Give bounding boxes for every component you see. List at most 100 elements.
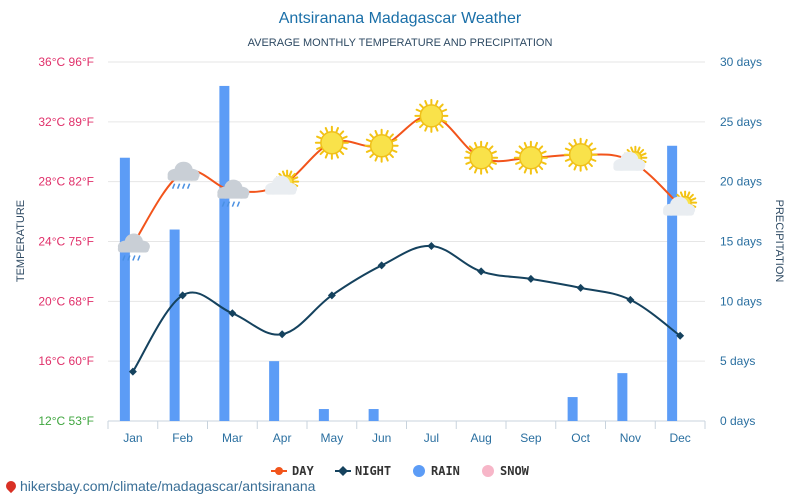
legend-day-label: DAY xyxy=(292,464,314,478)
sun-ray xyxy=(319,150,325,156)
rain-drop xyxy=(236,201,241,207)
rain-bar[interactable] xyxy=(368,409,379,421)
sun-ray xyxy=(573,164,578,171)
x-axis-tick-label: Nov xyxy=(620,431,641,445)
night-point[interactable] xyxy=(377,261,386,270)
sun-disc xyxy=(519,145,543,170)
sun-ray xyxy=(468,165,474,171)
legend-item-snow[interactable]: SNOW xyxy=(482,464,530,478)
sun-icon xyxy=(314,125,349,160)
cloud-base xyxy=(117,245,149,253)
rain-bar[interactable] xyxy=(119,157,130,421)
sun-ray xyxy=(339,130,345,136)
sun-ray xyxy=(335,152,339,159)
location-pin-icon xyxy=(3,478,19,494)
sun-ray xyxy=(573,138,578,145)
sun-ray xyxy=(689,193,694,199)
left-axis-title: TEMPERATURE xyxy=(15,200,27,282)
right-axis-tick-label: 10 days xyxy=(720,294,762,308)
chart-title: Antsiranana Madagascar Weather xyxy=(279,10,522,27)
sun-disc xyxy=(320,131,344,155)
sun-icon xyxy=(414,98,449,133)
sun-ray xyxy=(564,147,571,152)
night-point[interactable] xyxy=(477,267,486,276)
sun-ray xyxy=(474,141,478,148)
sun-ray xyxy=(292,176,299,180)
sun-rays xyxy=(314,125,349,160)
rain-bar[interactable] xyxy=(269,361,280,421)
sun-ray xyxy=(341,135,348,140)
sun-ray xyxy=(374,129,379,136)
sun-ray xyxy=(288,170,293,177)
legend-item-night[interactable]: NIGHT xyxy=(335,464,391,478)
night-point[interactable] xyxy=(178,291,187,300)
night-point[interactable] xyxy=(228,309,237,318)
rain-drop xyxy=(127,255,131,261)
sun-rays xyxy=(513,140,548,175)
sun-ray xyxy=(389,133,394,139)
sun-ray xyxy=(316,146,322,150)
sun-rays xyxy=(414,98,449,133)
sun-ray xyxy=(679,191,684,198)
x-axis-tick-label: Feb xyxy=(172,431,193,445)
x-axis-tick-label: Jul xyxy=(424,431,439,445)
night-point[interactable] xyxy=(676,331,685,340)
rain-drop xyxy=(132,255,136,261)
sun-ray xyxy=(319,130,325,136)
right-axis-ticks: 0 days 5 days 10 days 15 days 20 days 25 days… xyxy=(720,55,762,428)
x-axis-tick-label: Jun xyxy=(372,431,391,445)
x-axis-tick-label: Dec xyxy=(669,431,690,445)
sun-ray xyxy=(324,126,329,133)
sun-cloud-icon xyxy=(663,190,698,216)
sun-ray xyxy=(389,153,394,159)
rain-bar[interactable] xyxy=(219,85,230,421)
sun-ray xyxy=(630,146,634,153)
rain-bar[interactable] xyxy=(567,397,578,421)
night-point[interactable] xyxy=(278,330,287,339)
sun-ray xyxy=(538,165,544,171)
source-link-text: hikersbay.com/climate/madagascar/antsira… xyxy=(20,478,316,494)
rain-bar[interactable] xyxy=(318,409,329,421)
night-point[interactable] xyxy=(576,283,585,292)
night-point[interactable] xyxy=(427,241,436,250)
right-axis-tick-label: 30 days xyxy=(720,55,762,69)
sun-ray xyxy=(686,191,691,198)
sun-icon xyxy=(563,137,598,172)
night-point[interactable] xyxy=(327,291,336,300)
sun-ray xyxy=(465,161,472,165)
x-axis-ticks: Jan Feb Mar Apr May Jun Jul Aug Sep Oct Nov Dec xyxy=(123,431,691,445)
sun-ray xyxy=(385,155,389,162)
rain-bar[interactable] xyxy=(617,373,628,421)
night-point[interactable] xyxy=(626,295,635,304)
sun-ray xyxy=(538,145,544,151)
sun-disc xyxy=(369,134,394,158)
left-axis-tick-label: 32°C 89°F xyxy=(38,115,94,129)
sun-ray xyxy=(369,133,375,139)
sun-disc xyxy=(469,145,493,170)
sun-ray xyxy=(523,141,528,148)
night-point[interactable] xyxy=(526,274,535,283)
sun-ray xyxy=(690,197,697,201)
sun-ray xyxy=(441,108,448,113)
right-axis-tick-label: 20 days xyxy=(720,175,762,189)
legend-item-rain[interactable]: RAIN xyxy=(413,464,460,478)
sun-ray xyxy=(639,148,645,154)
rain-bars xyxy=(119,85,678,421)
sun-ray xyxy=(484,167,489,174)
sun-ray xyxy=(540,150,547,155)
sun-ray xyxy=(465,150,472,155)
sun-ray xyxy=(365,138,372,143)
sun-ray xyxy=(474,167,478,174)
rain-bar[interactable] xyxy=(169,229,180,421)
rain-bar[interactable] xyxy=(667,145,678,421)
source-link[interactable]: hikersbay.com/climate/madagascar/antsira… xyxy=(3,478,316,494)
sun-ray xyxy=(339,150,345,156)
sun-ray xyxy=(590,158,597,162)
rain-drop xyxy=(221,201,226,207)
night-point[interactable] xyxy=(128,367,137,376)
sun-ray xyxy=(515,161,521,165)
sun-ray xyxy=(281,170,286,177)
legend-rain-marker xyxy=(413,465,425,477)
left-axis-tick-label: 28°C 82°F xyxy=(38,175,94,189)
legend-item-day[interactable]: DAY xyxy=(271,464,314,478)
